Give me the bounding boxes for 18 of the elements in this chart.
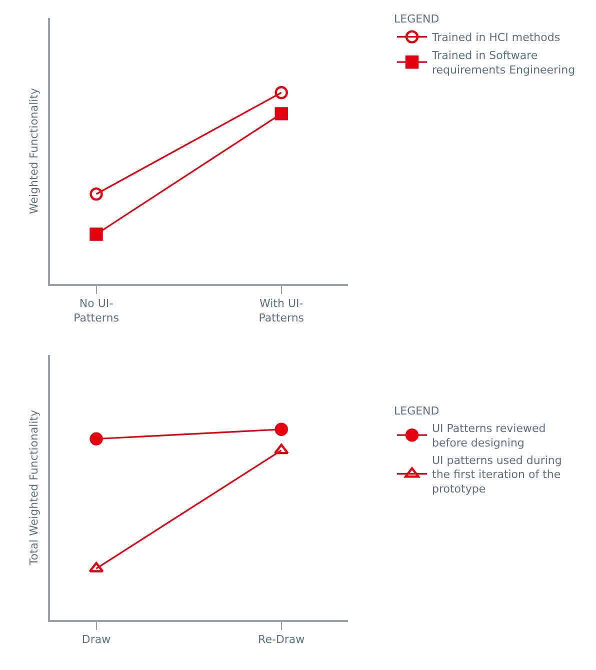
point	[274, 422, 288, 436]
point	[90, 228, 103, 241]
x-tick-label: Re-Draw	[258, 632, 305, 646]
x-tick-label: Draw	[82, 632, 111, 646]
legend-label: Trained in Software requirements Engineering	[431, 49, 576, 77]
x-tick-label: No UI- Patterns	[74, 296, 120, 324]
legend-label: Trained in HCI methods	[431, 31, 560, 44]
point	[274, 86, 288, 100]
y-axis-title: Weighted Functionality	[27, 88, 40, 214]
legend-label: UI Patterns reviewed before designing	[432, 422, 546, 450]
point	[274, 107, 288, 120]
y-axis-title: Total Weighted Functionality	[27, 409, 40, 566]
x-tick-label: With UI- Patterns	[258, 296, 304, 324]
legend-title: LEGEND	[394, 404, 440, 418]
legend-label: UI patterns used during the first iteration of the prototype	[432, 454, 562, 496]
point	[90, 187, 103, 201]
point	[90, 432, 103, 446]
legend-title: LEGEND	[394, 12, 440, 26]
